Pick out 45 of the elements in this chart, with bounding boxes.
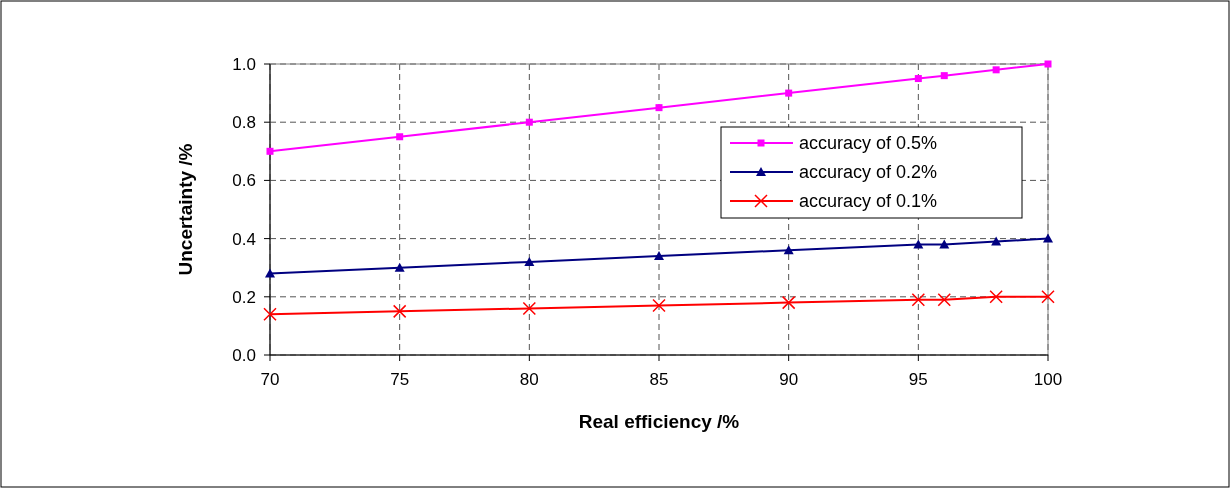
- point: [1043, 233, 1053, 243]
- legend-label: accuracy of 0.2%: [799, 162, 938, 183]
- point: [652, 298, 666, 313]
- y-tick-label: 0.2: [232, 287, 256, 307]
- y-tick-label: 0.6: [232, 171, 256, 191]
- x-axis-title: Real efficiency /%: [578, 411, 740, 432]
- point: [396, 133, 404, 141]
- point: [783, 245, 794, 255]
- point: [785, 89, 793, 97]
- x-tick-label: 80: [519, 370, 539, 389]
- point: [911, 292, 926, 307]
- point: [522, 301, 537, 316]
- y-tick-label: 0.8: [232, 113, 256, 133]
- point: [524, 256, 535, 266]
- y-tick-label: 0.0: [232, 345, 256, 365]
- point: [265, 268, 275, 278]
- point: [992, 66, 1000, 74]
- x-tick-label: 85: [649, 370, 669, 389]
- point: [991, 236, 1002, 246]
- x-tick-label: 95: [908, 370, 928, 389]
- point: [525, 118, 533, 126]
- point: [266, 147, 274, 155]
- x-tick-label: 90: [779, 370, 799, 389]
- y-tick-label: 1.0: [232, 54, 256, 74]
- point: [989, 290, 1003, 304]
- point: [392, 304, 407, 319]
- point: [781, 295, 796, 310]
- point: [654, 251, 664, 261]
- point: [914, 75, 922, 83]
- point: [263, 307, 277, 322]
- x-tick-label: 100: [1033, 370, 1063, 389]
- point: [940, 72, 948, 80]
- point: [1041, 290, 1055, 304]
- y-tick-label: 0.4: [232, 229, 256, 249]
- point: [939, 239, 950, 249]
- point: [937, 292, 952, 307]
- point: [1044, 60, 1052, 68]
- legend-label: accuracy of 0.1%: [799, 191, 938, 212]
- point: [394, 262, 405, 272]
- x-tick-label: 70: [260, 370, 280, 389]
- legend-label: accuracy of 0.5%: [799, 133, 938, 154]
- point: [913, 239, 924, 249]
- y-axis-title: Uncertainty /%: [175, 143, 196, 276]
- point: [655, 104, 663, 112]
- x-tick-label: 75: [390, 370, 410, 389]
